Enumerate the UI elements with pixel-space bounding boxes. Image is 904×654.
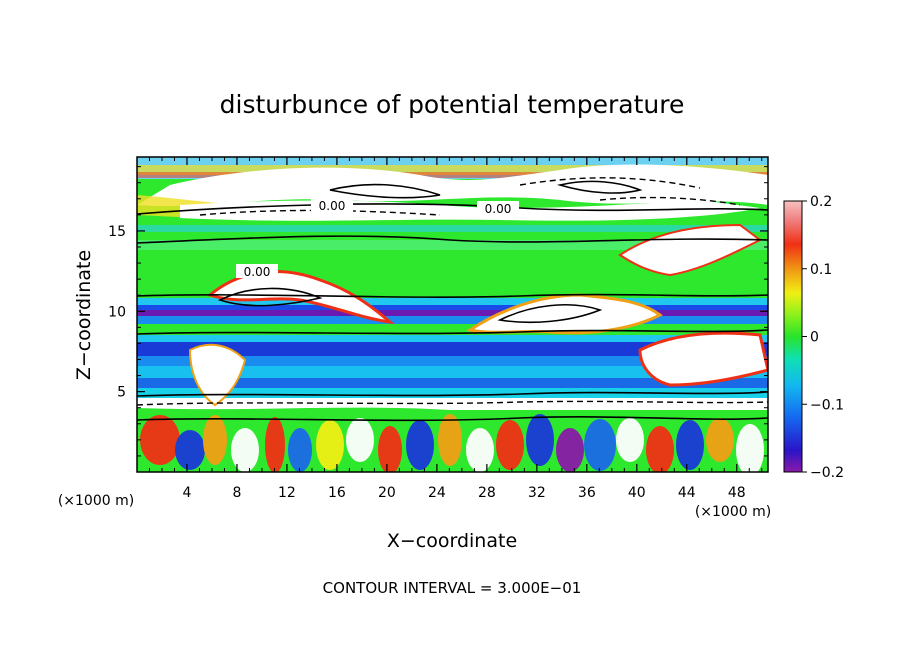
- x-tick-label: 40: [628, 485, 646, 501]
- y-axis-label: Z−coordinate: [73, 250, 95, 380]
- x-tick-label: 36: [578, 485, 596, 501]
- x-tick-label: 4: [183, 485, 192, 501]
- y-tick-label: 15: [108, 224, 126, 240]
- x-tick-label: 20: [378, 485, 396, 501]
- x-tick-label: 8: [232, 485, 241, 501]
- chart-title: disturbunce of potential temperature: [220, 90, 685, 119]
- y-tick-label: 10: [108, 304, 126, 320]
- x-tick-label: 28: [478, 485, 496, 501]
- colorbar-tick-label: −0.2: [810, 465, 844, 481]
- contour-label: 0.00: [319, 199, 346, 213]
- x-axis-ticks: 4 8 12 16 20 24 28 32 36 40 44 48: [148, 157, 763, 501]
- contour-interval-footer: CONTOUR INTERVAL = 3.000E−01: [323, 579, 582, 597]
- colorbar: 0.2 0.1 0 −0.1 −0.2: [783, 194, 844, 481]
- x-tick-label: 32: [528, 485, 546, 501]
- y-axis-ticks: 5 10 15: [108, 166, 768, 457]
- colorbar-gradient: [783, 200, 803, 473]
- colorbar-tick-label: 0.2: [810, 194, 832, 210]
- colorbar-ticks: 0.2 0.1 0 −0.1 −0.2: [802, 194, 844, 481]
- y-tick-label: 5: [117, 385, 126, 401]
- colorbar-tick-label: 0.1: [810, 262, 832, 278]
- contour-label-group: 0.00 0.00 0.00: [236, 198, 519, 279]
- x-tick-label: 12: [278, 485, 296, 501]
- colorbar-tick-label: 0: [810, 330, 819, 346]
- x-tick-label: 44: [678, 485, 696, 501]
- colorbar-tick-label: −0.1: [810, 397, 844, 413]
- z-unit-label: (×1000 m): [58, 493, 134, 509]
- x-tick-label: 24: [428, 485, 446, 501]
- x-axis-label: X−coordinate: [387, 530, 517, 552]
- x-unit-label: (×1000 m): [695, 504, 771, 520]
- plot-area: 0.00 0.00 0.00: [137, 157, 768, 472]
- x-tick-label: 16: [328, 485, 346, 501]
- contour-label: 0.00: [244, 265, 271, 279]
- x-tick-label: 48: [728, 485, 746, 501]
- plot-frame: [136, 156, 769, 473]
- contour-label: 0.00: [485, 202, 512, 216]
